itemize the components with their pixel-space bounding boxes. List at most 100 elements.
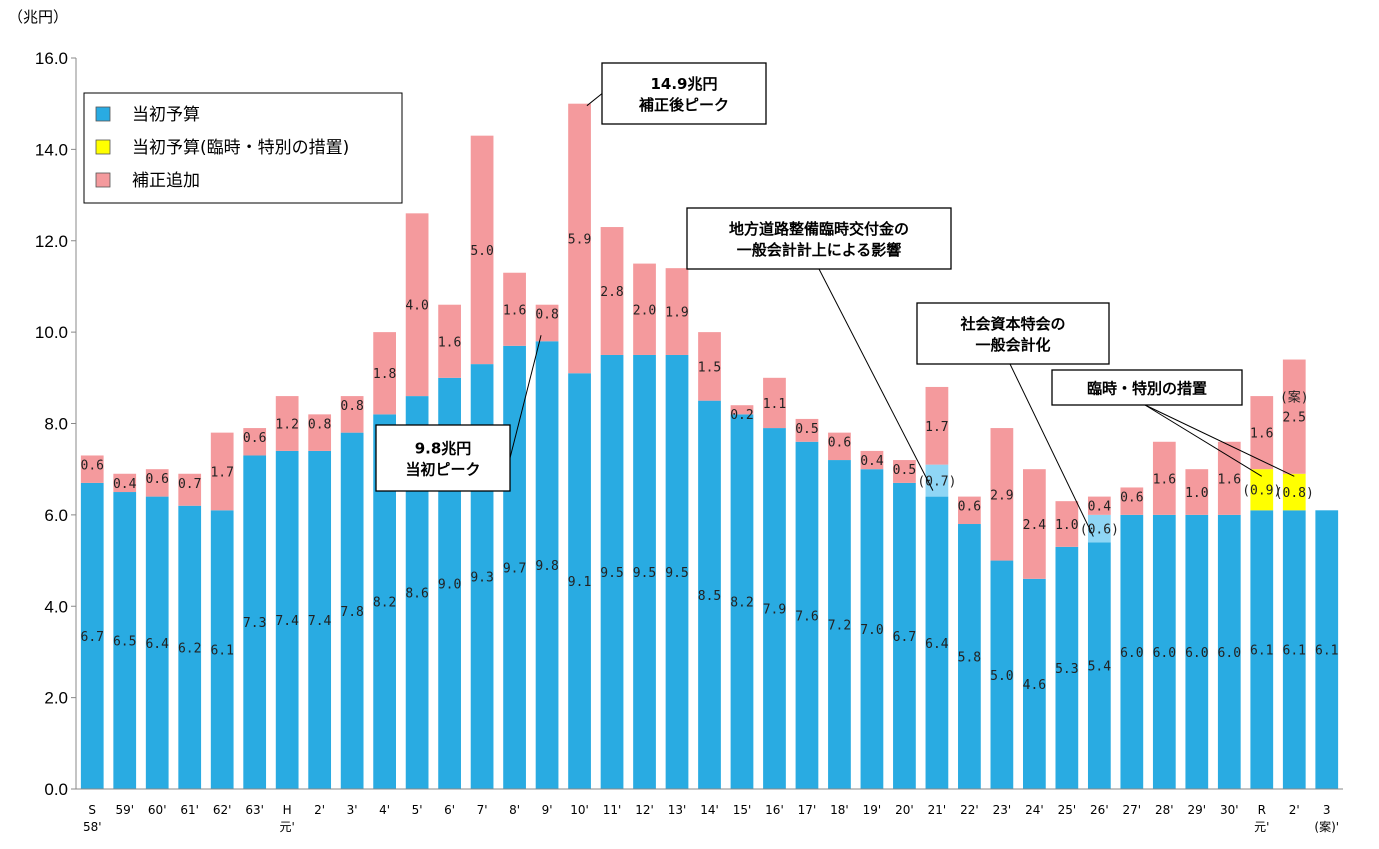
- x-tick-label: 30': [1220, 803, 1239, 817]
- data-label-supplement: 2.0: [633, 303, 656, 318]
- data-label-supplement: 1.6: [1250, 427, 1273, 442]
- legend-box: [83, 92, 403, 204]
- x-tick-label: 58': [83, 820, 102, 834]
- bar-supplement: [600, 227, 624, 355]
- data-label-initial: 7.3: [243, 616, 266, 631]
- bar-supplement: [275, 396, 299, 451]
- bar-supplement: [1023, 469, 1046, 579]
- x-tick-label: 13': [668, 803, 687, 817]
- x-tick-label: 17': [798, 803, 817, 817]
- y-tick-label: 8.0: [44, 415, 68, 434]
- data-label-initial: 8.2: [730, 596, 753, 611]
- data-label-initial: 7.6: [795, 609, 818, 624]
- annotation-text: 一般会計計上による影響: [737, 241, 902, 259]
- bar-initial: [113, 492, 137, 789]
- data-label-supplement: 0.5: [893, 463, 916, 478]
- data-label-supplement: 0.6: [145, 472, 168, 487]
- x-tick-label: 61': [180, 803, 199, 817]
- bar-supplement: [1185, 469, 1209, 515]
- legend-label-supplement: 補正追加: [132, 171, 200, 191]
- data-label-initial: 9.5: [633, 566, 656, 581]
- bar-supplement: [145, 469, 169, 497]
- data-label-special: (0.9): [1242, 484, 1281, 499]
- bar-initial: [795, 441, 819, 789]
- bar-initial: [730, 414, 754, 789]
- data-label-supplement: 0.7: [178, 477, 201, 492]
- annotation-box: [916, 302, 1110, 365]
- data-label-supplement: 0.6: [958, 500, 981, 515]
- data-label-initial: 8.2: [373, 596, 396, 611]
- x-tick-label: 63': [245, 803, 264, 817]
- data-label-initial: 7.4: [275, 614, 299, 629]
- x-tick-label: 12': [635, 803, 654, 817]
- data-label-supplement: 1.6: [438, 335, 461, 350]
- x-tick-label: 25': [1058, 803, 1077, 817]
- bar-supplement: [503, 272, 526, 346]
- bar-supplement: [958, 496, 981, 525]
- x-tick-label: 4': [379, 803, 390, 817]
- bar-initial: [990, 560, 1014, 789]
- bar-initial: [828, 460, 851, 789]
- x-tick-label: R: [1258, 803, 1266, 817]
- data-label-supplement: 1.0: [1185, 486, 1208, 501]
- x-tick-label: 26': [1090, 803, 1109, 817]
- bar-supplement: [1250, 396, 1274, 470]
- data-label-supplement: 5.9: [568, 232, 591, 247]
- bar-supplement: [1087, 496, 1111, 515]
- data-label-supplement: 1.7: [210, 465, 233, 480]
- x-tick-label: 3': [347, 803, 358, 817]
- data-label-initial: 6.4: [925, 637, 949, 652]
- x-tick-label: 7': [477, 803, 488, 817]
- bars: 6.7 0.6 6.5 0.4 6.4 0.6 6.2 0.7 6.1 1.7 7.3 0.6 7.4 1…: [81, 103, 1339, 789]
- x-tick-label: 27': [1123, 803, 1142, 817]
- data-label-initial: 8.6: [405, 587, 428, 602]
- bar-initial: [1282, 510, 1306, 789]
- bar-supplement: [1282, 359, 1306, 474]
- bar-supplement: [730, 405, 754, 415]
- data-label-initial: 7.4: [308, 614, 332, 629]
- bar-initial: [925, 496, 949, 789]
- annotation-box: [1051, 369, 1243, 406]
- annotation-text: 一般会計化: [975, 336, 1050, 354]
- x-tick-label: 18': [830, 803, 849, 817]
- annotation-text: 臨時・特別の措置: [1087, 380, 1207, 398]
- x-tick-label: 元': [280, 820, 295, 834]
- data-label-highlight: (0.7): [917, 475, 956, 490]
- data-label-supplement: 1.6: [1218, 472, 1241, 487]
- annotation-leader: [509, 335, 542, 459]
- bar-initial: [860, 469, 884, 789]
- bar-supplement: [535, 304, 559, 342]
- bar-initial: [178, 505, 202, 789]
- x-tick-label: 21': [928, 803, 947, 817]
- data-label-supplement: 1.6: [1153, 472, 1176, 487]
- x-tick-label: 28': [1155, 803, 1174, 817]
- x-tick-label: 14': [700, 803, 719, 817]
- data-label-supplement: 2.9: [990, 488, 1013, 503]
- data-label-initial: 6.1: [1315, 644, 1338, 659]
- data-label-initial: 7.8: [340, 605, 363, 620]
- x-tick-label: 3: [1323, 803, 1331, 817]
- annotation-leader: [586, 91, 605, 107]
- legend-label-special: 当初予算(臨時・特別の措置): [132, 138, 349, 158]
- legend-swatch-supplement: [95, 172, 111, 188]
- x-tick-label: 60': [148, 803, 167, 817]
- x-tick-label: 16': [765, 803, 784, 817]
- bar-supplement: [1152, 441, 1176, 515]
- bar-initial: [1315, 510, 1339, 789]
- data-label-supplement: 0.2: [730, 408, 753, 423]
- data-label-initial: 6.0: [1185, 646, 1208, 661]
- data-label-initial: 9.5: [600, 566, 623, 581]
- bar-highlight: [1087, 514, 1111, 543]
- data-label-supplement: 1.8: [373, 367, 396, 382]
- bar-supplement: [308, 414, 332, 451]
- data-label-special: (0.8): [1275, 486, 1314, 501]
- x-tick-label: 11': [603, 803, 622, 817]
- bar-initial: [763, 428, 786, 789]
- bar-initial: [340, 432, 364, 789]
- bar-supplement: [990, 428, 1014, 561]
- data-label-initial: 6.0: [1153, 646, 1176, 661]
- data-label-supplement: 0.6: [828, 436, 851, 451]
- legend-swatch-special: [95, 139, 111, 155]
